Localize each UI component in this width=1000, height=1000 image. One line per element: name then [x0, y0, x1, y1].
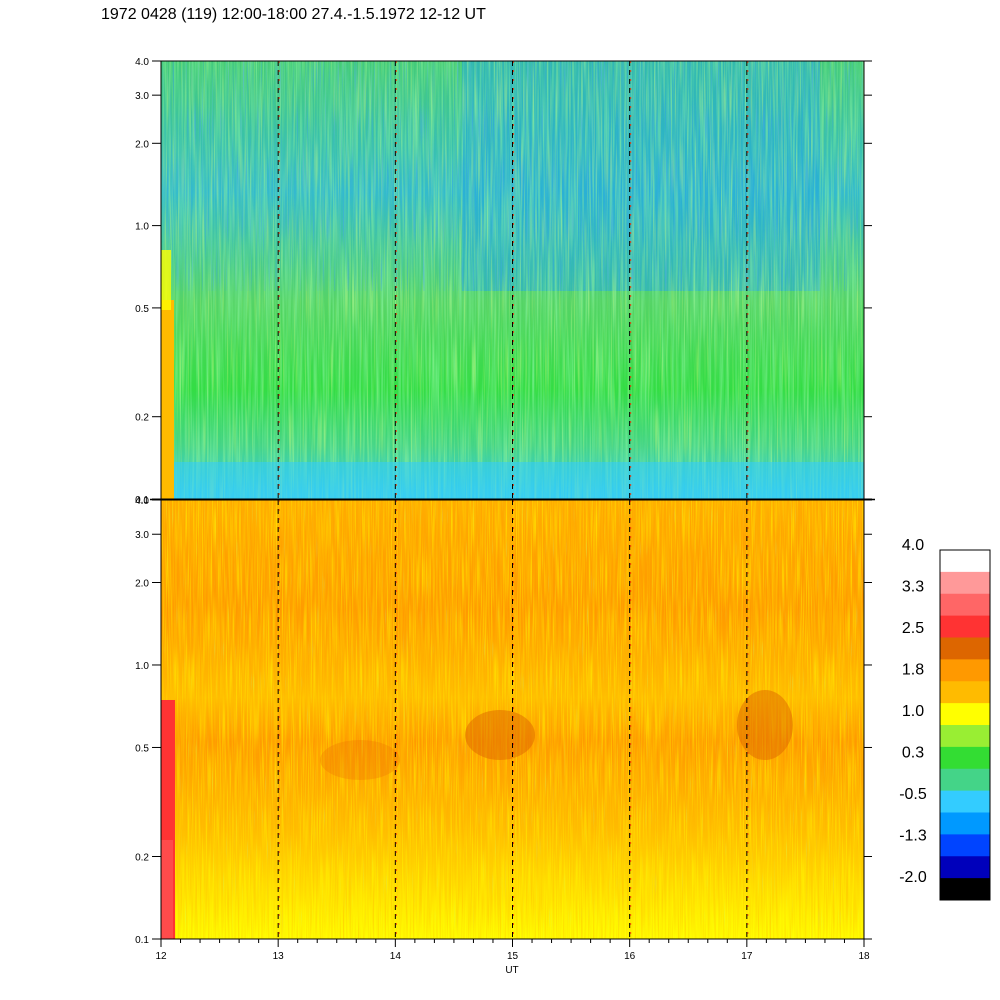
bottom-panel-dark-region-3 [320, 740, 400, 780]
top-ytick-label: 0.5 [135, 304, 149, 315]
colorbar-segment [940, 593, 990, 617]
top-ytick-label: 4.0 [135, 57, 149, 68]
top-panel-start-edge [161, 300, 174, 499]
top-ytick-label: 1.0 [135, 222, 149, 233]
colorbar-segment [940, 681, 990, 704]
bottom-ytick-label: 4.0 [135, 496, 149, 507]
colorbar-segment [940, 790, 990, 813]
colorbar-label: 2.5 [902, 620, 924, 637]
colorbar-label: -1.3 [899, 828, 927, 845]
x-axis-label: UT [505, 965, 518, 976]
bottom-ytick-label: 1.0 [135, 661, 149, 672]
axes: 0.10.20.51.02.03.04.00.10.20.51.02.03.04… [135, 57, 872, 962]
xtick-label: 14 [390, 951, 402, 962]
colorbar-segment [940, 550, 990, 573]
xtick-label: 17 [741, 951, 753, 962]
bottom-ytick-label: 0.1 [135, 935, 149, 946]
colorbar-segment [940, 746, 990, 770]
colorbar-segment [940, 856, 990, 879]
bottom-panel-dark-region-2 [737, 690, 793, 760]
top-ytick-label: 3.0 [135, 91, 149, 102]
colorbar-segment [940, 571, 990, 595]
top-ytick-label: 0.1 [135, 495, 149, 506]
bottom-panel-dark-region-1 [465, 710, 535, 760]
top-ytick-label: 0.2 [135, 413, 149, 424]
colorbar-segment [940, 659, 990, 682]
top-panel-start-edge-high [161, 250, 171, 310]
bottom-ytick-label: 0.2 [135, 853, 149, 864]
xtick-label: 16 [624, 951, 636, 962]
colorbar-label: 0.3 [902, 745, 924, 762]
xtick-label: 13 [273, 951, 285, 962]
bottom-ytick-label: 2.0 [135, 578, 149, 589]
colorbar: 4.0 3.3 2.5 1.8 1.0 0.3 -0.5 -1.3 -2.0 [899, 537, 991, 901]
colorbar-segment [940, 834, 990, 857]
hour-marker-lines [277, 61, 749, 939]
xtick-label: 15 [507, 951, 519, 962]
colorbar-segment [940, 878, 990, 901]
colorbar-frame [939, 549, 991, 901]
colorbar-label: 4.0 [902, 537, 924, 554]
colorbar-segment [940, 725, 990, 748]
bottom-ytick-label: 3.0 [135, 530, 149, 541]
colorbar-label: 3.3 [902, 579, 924, 596]
xtick-label: 12 [155, 951, 167, 962]
colorbar-segment [940, 703, 990, 726]
bottom-ytick-label: 0.5 [135, 743, 149, 754]
colorbar-segment [940, 637, 990, 660]
colorbar-segment [940, 812, 990, 835]
top-panel-noise-blue [161, 61, 864, 291]
chart-title: 1972 0428 (119) 12:00-18:00 27.4.-1.5.19… [101, 6, 486, 23]
colorbar-label: 1.8 [902, 662, 924, 679]
colorbar-label: -2.0 [899, 869, 927, 886]
colorbar-label: -0.5 [899, 786, 927, 803]
bottom-panel-start-edge-pink [161, 840, 173, 939]
colorbar-label: 1.0 [902, 703, 924, 720]
top-ytick-label: 2.0 [135, 139, 149, 150]
colorbar-segment [940, 615, 990, 638]
xtick-label: 18 [858, 951, 870, 962]
colorbar-segment [940, 768, 990, 792]
